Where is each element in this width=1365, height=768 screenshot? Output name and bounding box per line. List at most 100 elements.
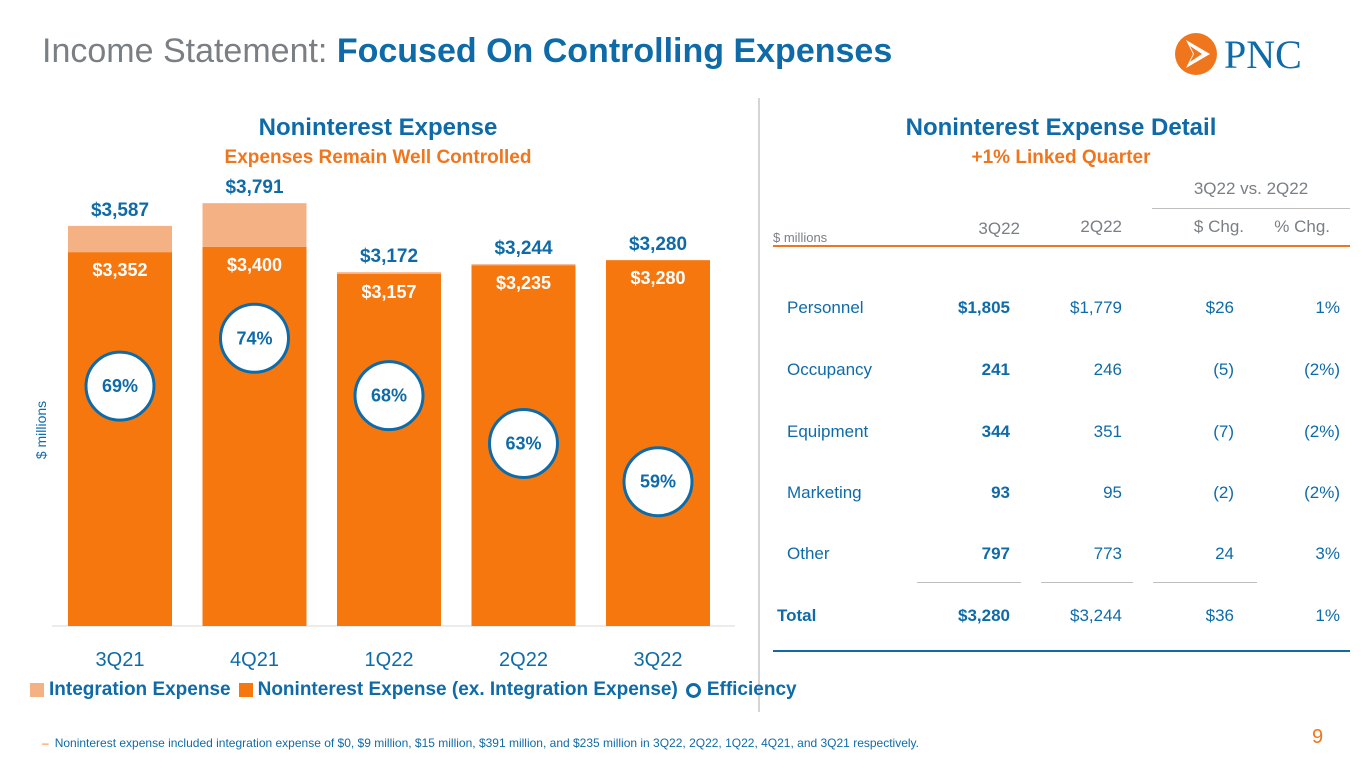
row-3q22: 344 [981,422,1010,441]
row-label: Marketing [787,483,862,502]
group-header: 3Q22 vs. 2Q22 [1193,179,1309,198]
row-dollar-chg: (7) [1213,422,1234,441]
total-3q22: $3,280 [958,606,1010,625]
row-pct-chg: (2%) [1304,483,1340,502]
row-label: Personnel [787,298,864,317]
bar-integration-4q21 [202,203,307,247]
efficiency-label-2q22: 63% [505,433,541,453]
total-label-2q22: $3,244 [494,238,553,259]
table-bottom-line [773,650,1350,652]
sum-line-3q22 [917,582,1021,583]
bar-integration-3q21 [68,225,172,253]
category-label-3q22: 3Q22 [634,649,683,671]
legend-integration: Integration Expense [30,679,231,701]
title-prefix: Income Statement: [42,32,328,70]
legend-noninterest-label: Noninterest Expense (ex. Integration Exp… [257,679,678,700]
efficiency-marker-3q21 [84,350,156,422]
row-pct-chg: (2%) [1304,360,1340,379]
row-2q22: 351 [1093,422,1122,441]
total-label-3q22: $3,280 [629,234,687,255]
legend-integration-label: Integration Expense [49,679,231,700]
group-header-line [1152,208,1350,209]
category-label-1q22: 1Q22 [365,649,414,671]
total-label-4q21: $3,791 [225,177,284,198]
logo-text: PNC [1224,32,1302,77]
efficiency-marker-4q21 [219,302,290,374]
bar-integration-2q22 [471,264,576,266]
table-subtitle: +1% Linked Quarter [971,147,1151,168]
title-main: Focused On Controlling Expenses [336,32,893,70]
category-label-2q22: 2Q22 [499,649,548,671]
bar-value-label-1q22: $3,157 [361,282,416,302]
row-3q22: 93 [991,483,1010,502]
bar-value-label-2q22: $3,235 [496,273,551,293]
units-label: $ millions [773,230,828,245]
legend-efficiency-label: Efficiency [706,679,797,700]
chart-subtitle: Expenses Remain Well Controlled [224,147,532,168]
efficiency-marker-3q22 [622,446,694,518]
noninterest-expense-chart: $ millions $3,587 $3,352 3Q21 $3,791 $3,400 4… [33,177,735,671]
col-header-pct-chg: % Chg. [1274,217,1330,236]
pnc-triangle-icon [1175,33,1217,75]
row-dollar-chg: (2) [1213,483,1234,502]
chart-legend: Integration Expense Noninterest Expense … [30,679,805,701]
bar-noninterest-1q22 [337,273,441,626]
bar-value-label-4q21: $3,400 [227,255,282,275]
row-pct-chg: (2%) [1304,422,1340,441]
header-underline [773,245,1350,247]
category-label-3q21: 3Q21 [96,649,145,671]
y-axis-label: $ millions [33,401,49,459]
efficiency-marker-2q22 [488,407,559,479]
total-dollar-chg: $36 [1205,606,1234,625]
page-title: Income Statement: Focused On Controlling… [42,32,892,71]
footnote-text: Noninterest expense included integration… [54,736,919,750]
efficiency-label-1q22: 68% [371,386,407,406]
row-label: Other [787,544,830,563]
efficiency-marker-1q22 [353,360,425,432]
efficiency-label-4q21: 74% [236,328,272,348]
col-header-2q22: 2Q22 [1080,217,1122,236]
bar-value-label-3q21: $3,352 [92,260,147,280]
row-2q22: 773 [1093,544,1122,563]
row-3q22: 241 [981,360,1010,379]
table-title: Noninterest Expense Detail [905,114,1217,141]
legend-integration-swatch [30,683,44,697]
bar-integration-1q22 [337,272,441,274]
row-dollar-chg: $26 [1205,298,1234,317]
bar-noninterest-3q22 [606,260,710,626]
row-dollar-chg: (5) [1213,360,1234,379]
panel-divider [758,98,760,712]
row-pct-chg: 3% [1315,544,1340,563]
sum-line-2q22 [1041,582,1133,583]
row-label: Equipment [787,422,869,441]
row-pct-chg: 1% [1315,298,1340,317]
col-header-3q22: 3Q22 [978,219,1020,238]
chart-title: Noninterest Expense [258,114,498,141]
bar-value-label-3q22: $3,280 [630,268,685,288]
total-label: Total [777,606,817,625]
legend-noninterest-swatch [238,683,253,697]
footnote: – Noninterest expense included integratio… [42,736,919,750]
footnote-dash: – [42,736,49,750]
total-2q22: $3,244 [1070,606,1122,625]
row-2q22: $1,779 [1070,298,1122,317]
col-header-dollar-chg: $ Chg. [1193,217,1244,236]
page-number: 9 [1312,726,1324,748]
row-3q22: $1,805 [958,298,1010,317]
row-label: Occupancy [787,360,873,379]
row-2q22: 246 [1093,360,1122,379]
total-label-3q21: $3,587 [91,200,149,221]
efficiency-label-3q22: 59% [640,472,676,492]
bar-noninterest-3q21 [68,252,172,626]
total-pct-chg: 1% [1315,606,1340,625]
total-label-1q22: $3,172 [360,246,418,267]
row-2q22: 95 [1103,483,1122,502]
legend-efficiency: Efficiency [685,679,797,701]
category-label-4q21: 4Q21 [230,649,279,671]
pnc-logo: PNC [1175,32,1302,77]
legend-noninterest: Noninterest Expense (ex. Integration Exp… [238,679,678,701]
efficiency-label-3q21: 69% [102,376,138,396]
sum-line-chg [1153,582,1257,583]
legend-efficiency-icon [685,682,701,698]
